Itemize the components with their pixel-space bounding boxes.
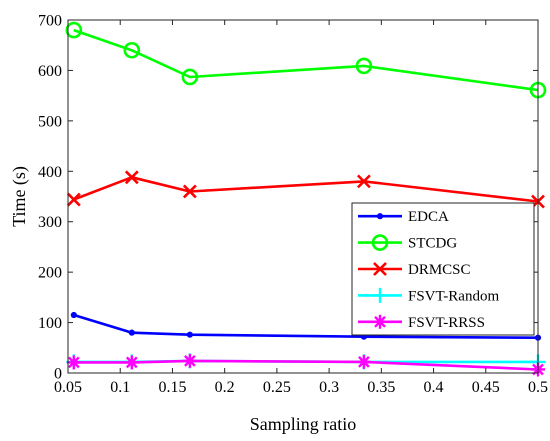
series-drmcsc (66, 170, 545, 209)
legend-label: STCDG (408, 236, 457, 252)
legend-label: EDCA (408, 209, 449, 225)
x-tick-label: 0.4 (424, 379, 444, 396)
data-point-fsvt-rrss (66, 355, 81, 370)
legend-label: FSVT-Random (408, 288, 499, 304)
x-tick-label: 0.1 (110, 379, 130, 396)
x-tick-label: 0.5 (528, 379, 548, 396)
legend-label: FSVT-RRSS (408, 315, 485, 331)
data-point-edca (70, 311, 77, 319)
legend-item-fsvt-random: FSVT-Random (358, 287, 499, 304)
data-point-edca (128, 329, 135, 336)
data-point-drmcsc (356, 174, 371, 189)
x-tick-label: 0.35 (367, 379, 395, 396)
data-point-drmcsc (124, 170, 139, 185)
legend-swatch-marker (372, 287, 388, 303)
data-point-stcdg (123, 41, 141, 59)
legend-item-edca: EDCA (358, 209, 449, 225)
axes-frame (67, 19, 539, 374)
data-point-fsvt-rrss (356, 354, 371, 369)
legend-item-stcdg: STCDG (358, 234, 457, 252)
legend-item-drmcsc: DRMCSC (358, 262, 471, 278)
legend-swatch-marker (373, 314, 387, 329)
data-point-stcdg (355, 57, 373, 75)
y-tick-label: 300 (38, 214, 62, 231)
data-point-drmcsc (182, 184, 197, 199)
data-point-edca (186, 331, 193, 338)
legend-label: DRMCSC (408, 262, 471, 278)
y-tick-label: 200 (38, 265, 62, 282)
legend-swatch-marker (373, 262, 387, 276)
y-tick-label: 600 (38, 63, 62, 80)
y-tick-label: 0 (54, 366, 62, 383)
x-tick-label: 0.25 (263, 379, 291, 396)
x-tick-label: 0.15 (158, 379, 186, 396)
series-line-stcdg (73, 28, 539, 92)
data-point-drmcsc (66, 192, 81, 207)
data-point-fsvt-rrss (182, 353, 197, 368)
data-point-fsvt-rrss (124, 355, 139, 370)
legend-swatch-marker (376, 213, 384, 220)
y-tick-label: 100 (38, 315, 62, 332)
series-layer (65, 21, 547, 377)
y-tick-label: 700 (38, 13, 62, 30)
data-point-stcdg (181, 68, 199, 86)
y-tick-label: 400 (38, 164, 62, 181)
axes-layer (67, 19, 539, 374)
y-axis-title: Time (s) (9, 166, 30, 227)
y-tick-label: 500 (38, 113, 62, 130)
legend: EDCA STCDG DRMCSC FSVT-Random FSVT-RRSS (351, 202, 535, 336)
x-tick-label: 0.3 (319, 379, 339, 396)
x-axis-title: Sampling ratio (250, 414, 357, 434)
x-tick-label: 0.2 (215, 379, 235, 396)
legend-item-fsvt-rrss: FSVT-RRSS (358, 315, 485, 331)
legend-swatch-marker (371, 234, 389, 251)
x-tick-label: 0.45 (472, 379, 500, 396)
data-point-stcdg (65, 21, 83, 39)
ticks-layer: 0.05 0.1 0.15 0.2 0.25 0.3 0.35 0.4 0.45 0.5 0 100 2… (38, 13, 548, 397)
x-tick-label: 0.05 (54, 379, 82, 396)
